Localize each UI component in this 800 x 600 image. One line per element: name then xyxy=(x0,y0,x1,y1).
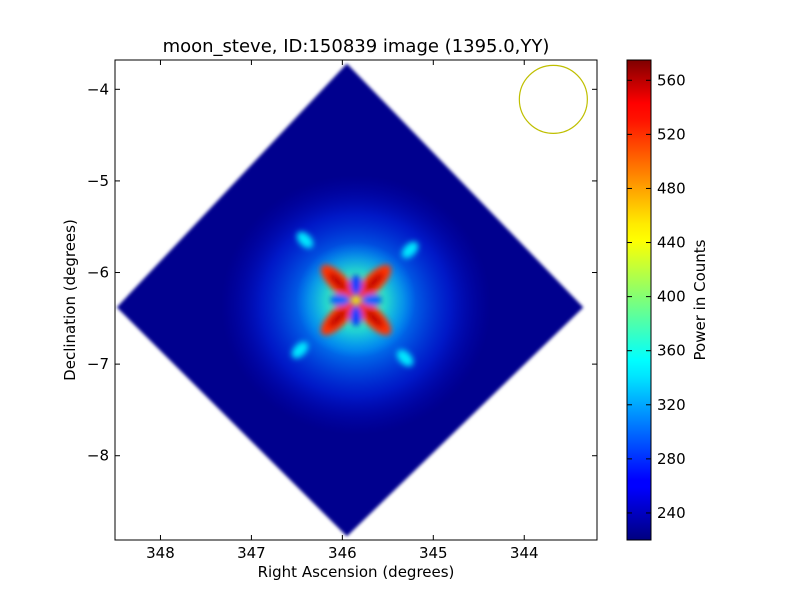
gap-bottom xyxy=(350,306,362,326)
colorbar: 240 280 320 360 400 440 480 520 560 Power in Cou… xyxy=(626,59,709,541)
gap-top xyxy=(350,275,362,295)
y-axis: −4 −5 −6 −7 −8 xyxy=(87,80,597,465)
colorbar-tick-label: 280 xyxy=(657,450,686,468)
gap-left xyxy=(330,294,350,306)
lobe-core-upper-right xyxy=(365,309,384,328)
arm-tip-bottom-left xyxy=(291,341,309,359)
source-lobes xyxy=(291,231,419,367)
beam-circle xyxy=(518,64,588,134)
colorbar-tick-label: 360 xyxy=(657,342,686,360)
colorbar-tick-label: 240 xyxy=(657,504,686,522)
colorbar-tick-label: 480 xyxy=(657,179,686,197)
colorbar-tick-label: 320 xyxy=(657,396,686,414)
x-tick-label: 347 xyxy=(237,544,266,562)
x-tick-label: 346 xyxy=(328,544,357,562)
lobe-core-lower-right xyxy=(365,272,384,291)
y-tick-label: −4 xyxy=(87,80,109,98)
plot-frame xyxy=(114,59,598,541)
colorbar-tick-label: 400 xyxy=(657,288,686,306)
x-tick-label: 345 xyxy=(419,544,448,562)
arm-tip-top-right xyxy=(401,241,419,259)
colorbar-gradient xyxy=(626,59,652,541)
colorbar-label: Power in Counts xyxy=(691,239,709,360)
x-axis-label: Right Ascension (degrees) xyxy=(258,563,455,581)
lobe-core-lower-left xyxy=(328,272,347,291)
gap-right xyxy=(362,294,382,306)
source-inner-glow xyxy=(296,242,416,358)
x-axis: 348 347 346 345 344 xyxy=(146,60,539,562)
arm-tip-bottom-right xyxy=(396,349,414,367)
arm-tip-top-left xyxy=(296,231,314,249)
colorbar-tick-label: 440 xyxy=(657,234,686,252)
y-tick-label: −6 xyxy=(87,264,109,282)
colorbar-tick-label: 560 xyxy=(657,71,686,89)
plot-area xyxy=(115,60,597,540)
lobe-core-upper-left xyxy=(328,309,347,328)
chart-title: moon_steve, ID:150839 image (1395.0,YY) xyxy=(163,36,550,57)
y-tick-label: −7 xyxy=(87,355,109,373)
y-tick-label: −8 xyxy=(87,447,109,465)
colorbar-tick-label: 520 xyxy=(657,125,686,143)
y-axis-label: Declination (degrees) xyxy=(61,219,79,381)
x-tick-label: 348 xyxy=(146,544,175,562)
x-tick-label: 344 xyxy=(510,544,539,562)
y-tick-label: −5 xyxy=(87,172,109,190)
colorbar-ticks: 240 280 320 360 400 440 480 520 560 xyxy=(627,71,686,522)
